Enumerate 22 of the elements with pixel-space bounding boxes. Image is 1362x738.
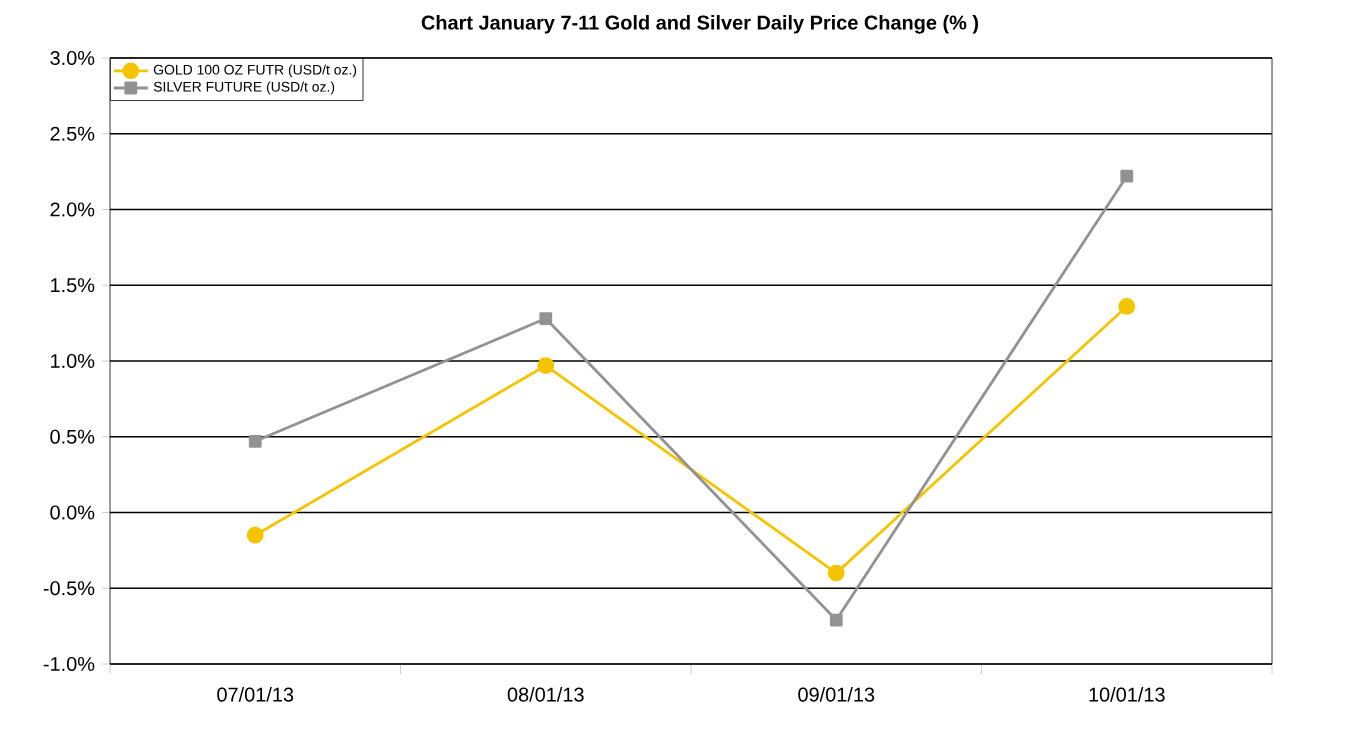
y-tick-label: -0.5% [43,581,95,596]
y-tick-label: 1.5% [51,278,95,293]
y-tick-label: 2.0% [50,202,95,217]
x-tick-label: 09/01/13 [798,687,875,702]
point [1120,169,1134,183]
y-tick-label: 3.0% [50,50,95,66]
y-tick-label: 0.0% [50,505,95,520]
x-tick-label: 08/01/13 [507,687,584,702]
point [1118,298,1136,315]
point [539,312,553,325]
point [248,434,262,448]
point [827,564,845,582]
x-tick-label: 07/01/13 [217,687,294,702]
x-tick-label: 10/01/13 [1089,687,1165,702]
chart-title: Chart January 7-11 Gold and Silver Daily Price Change (% ) [421,15,979,34]
y-tick-label: 1.0% [51,353,95,369]
y-tick-label: 0.5% [50,429,95,444]
point [537,357,555,374]
point [246,526,264,544]
y-tick-label: 2.5% [50,126,95,141]
y-tick-label: -1.0% [43,656,95,672]
point [829,613,843,627]
